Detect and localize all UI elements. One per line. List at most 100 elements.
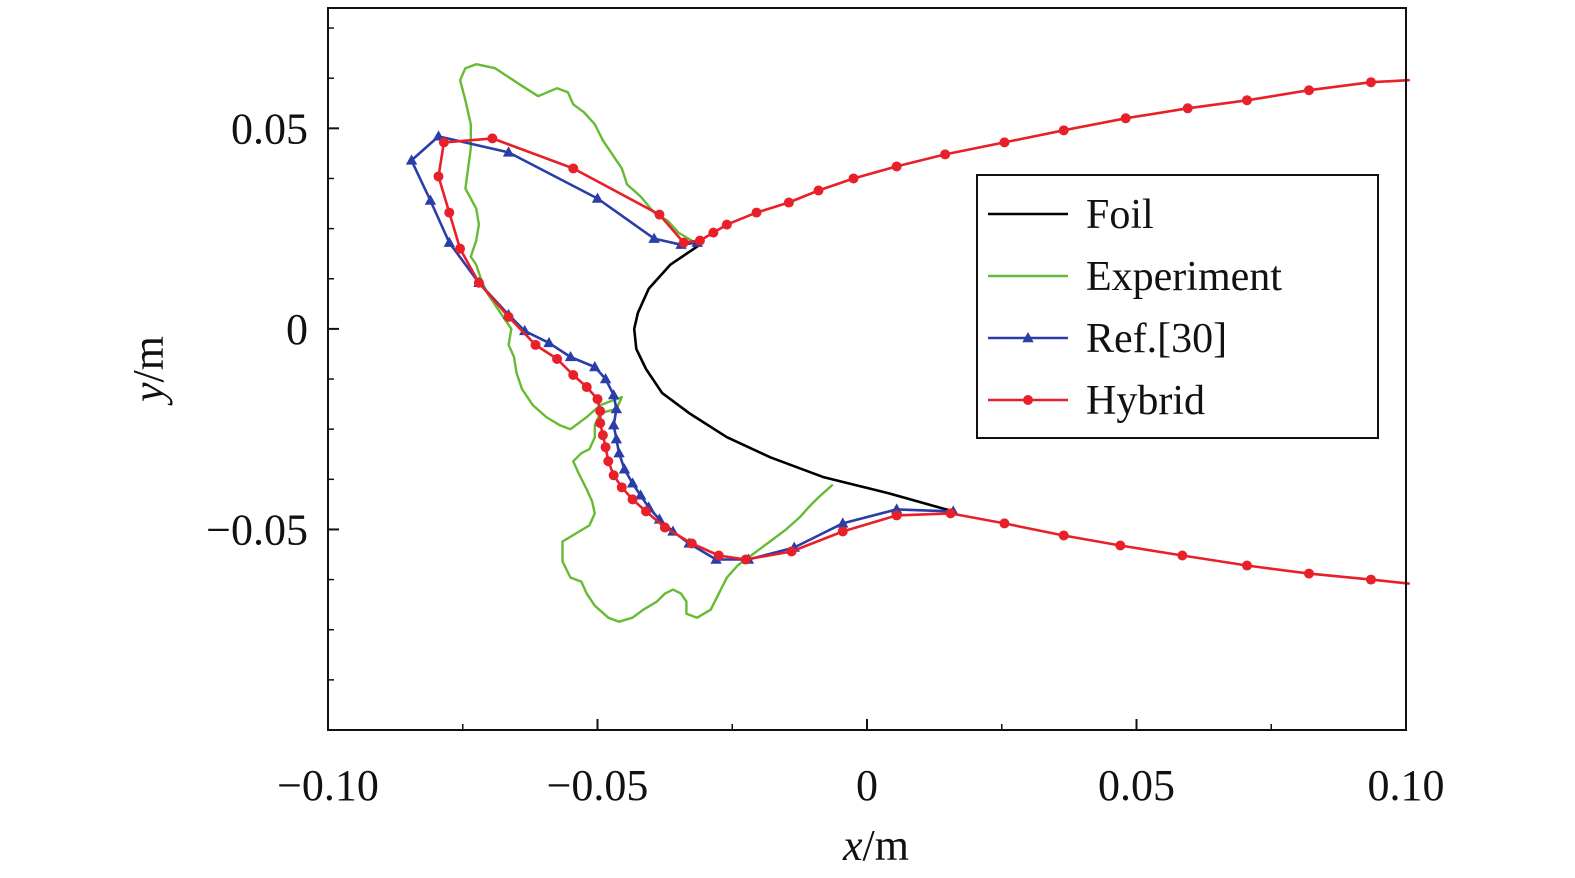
data-point [502, 146, 515, 157]
series-hybrid [433, 77, 1410, 585]
legend-label: Experiment [1086, 254, 1282, 300]
data-point [634, 489, 647, 500]
y-tick-label: 0.05 [231, 104, 308, 153]
plot-frame [327, 7, 1407, 731]
data-point [1241, 95, 1252, 106]
legend-item-ref-30: Ref.[30] [988, 316, 1227, 362]
data-point [1303, 85, 1314, 96]
y-axis-var: y [124, 382, 173, 406]
data-point [424, 194, 437, 205]
data-point [891, 161, 902, 172]
data-point [891, 510, 902, 521]
data-point [1303, 568, 1314, 579]
data-point [607, 389, 620, 400]
data-point [568, 163, 579, 174]
data-point [1177, 550, 1188, 561]
data-point [654, 209, 665, 220]
data-point [708, 227, 719, 238]
data-point [890, 503, 903, 514]
data-point [455, 243, 466, 254]
data-point [589, 360, 601, 372]
data-point [751, 207, 762, 218]
data-point [686, 538, 697, 549]
data-point [552, 353, 563, 364]
data-point [1365, 77, 1376, 88]
data-point [1182, 103, 1193, 114]
legend-item-hybrid: Hybrid [988, 378, 1205, 424]
series-foil [632, 243, 955, 513]
data-point [597, 430, 608, 441]
data-point [1241, 560, 1252, 571]
legend-item-foil: Foil [988, 192, 1154, 238]
series-line-experiment [458, 62, 834, 623]
series-line-ref-30 [410, 135, 955, 561]
data-point [610, 433, 623, 444]
x-tick-label: 0.10 [1368, 761, 1445, 810]
data-point [1115, 540, 1126, 551]
data-point [627, 494, 638, 505]
data-point [607, 419, 620, 430]
y-axis-title: y/m [124, 336, 173, 406]
data-point [595, 406, 606, 417]
data-point [487, 133, 498, 144]
data-point [940, 149, 951, 160]
data-point [600, 442, 611, 453]
x-tick-label: −0.05 [547, 761, 649, 810]
data-point [543, 336, 555, 348]
data-point [837, 517, 849, 528]
legend-marker [1023, 395, 1033, 405]
data-point [713, 550, 724, 561]
data-point [659, 522, 670, 533]
data-point [786, 546, 797, 557]
data-point [721, 219, 732, 230]
data-point [813, 185, 824, 196]
data-point [564, 350, 577, 362]
y-tick-label: −0.05 [206, 505, 308, 554]
y-axis-unit: /m [124, 336, 173, 382]
data-point [438, 137, 449, 148]
data-point [443, 236, 455, 247]
legend-marker [1022, 332, 1034, 343]
data-point [837, 526, 848, 537]
data-point [592, 394, 603, 405]
data-point [595, 418, 606, 429]
series-layer [405, 62, 1410, 623]
data-point [740, 554, 751, 565]
legend-box [976, 174, 1379, 439]
data-point [648, 232, 660, 243]
data-point [433, 171, 444, 182]
data-point [1120, 113, 1131, 124]
series-experiment [458, 62, 834, 623]
data-point [945, 508, 956, 519]
data-point [599, 373, 612, 384]
data-point [999, 137, 1010, 148]
data-point [626, 477, 639, 488]
x-tick-label: 0 [856, 761, 878, 810]
data-point [694, 235, 705, 246]
data-point [608, 470, 619, 481]
legend-item-experiment: Experiment [988, 254, 1282, 300]
data-point [1058, 125, 1069, 136]
series-ref-30 [405, 130, 959, 564]
legend-label: Ref.[30] [1086, 316, 1227, 362]
data-point [444, 207, 455, 218]
data-point [603, 456, 614, 467]
legend: Foil Experiment Ref.[30] Hybrid [976, 174, 1379, 439]
legend-items: Foil Experiment Ref.[30] Hybrid [988, 192, 1282, 424]
data-point [405, 154, 418, 165]
data-point [848, 173, 859, 184]
data-point [610, 403, 623, 414]
x-axis-title: x/m [842, 821, 909, 870]
data-point [473, 277, 484, 288]
legend-label: Foil [1086, 192, 1154, 238]
data-point [613, 447, 625, 458]
x-axis-var: x [842, 821, 863, 870]
data-point [581, 382, 592, 393]
data-point [618, 463, 631, 474]
data-point [999, 518, 1010, 529]
legend-label: Hybrid [1086, 378, 1205, 424]
data-point [783, 197, 794, 208]
data-point [591, 192, 604, 203]
y-tick-label: 0 [286, 305, 308, 354]
